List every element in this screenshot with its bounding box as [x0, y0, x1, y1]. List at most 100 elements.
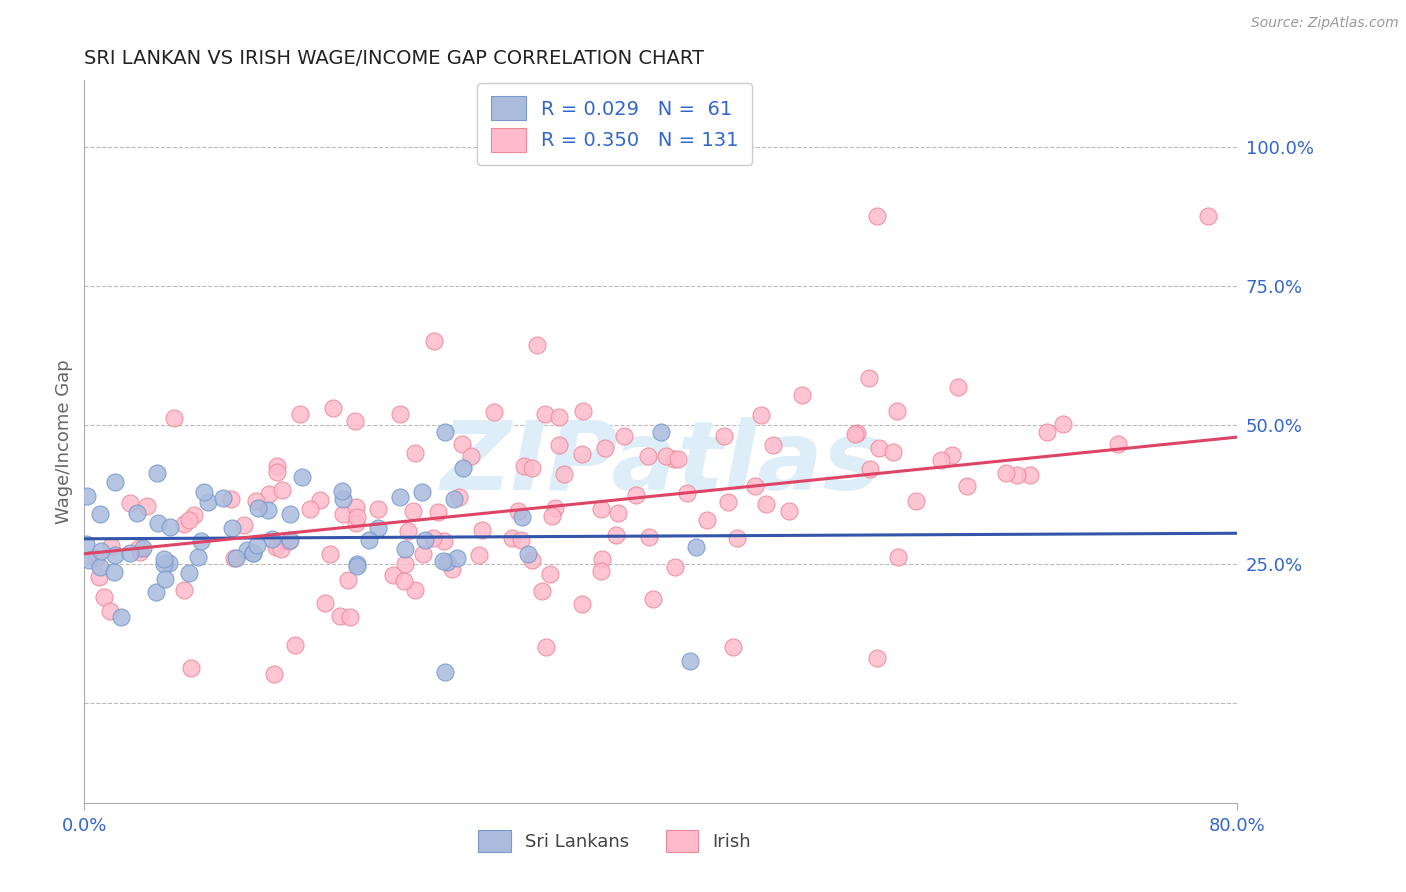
Point: [530, 583, 553, 598]
Point: [89, 507, 111, 521]
Point: [266, 459, 288, 474]
Point: [1198, 210, 1220, 224]
Point: [427, 505, 450, 519]
Point: [423, 334, 446, 348]
Point: [725, 531, 748, 545]
Point: [433, 533, 456, 548]
Point: [332, 507, 354, 521]
Point: [443, 491, 465, 506]
Point: [956, 478, 979, 492]
Point: [572, 404, 595, 418]
Point: [436, 555, 458, 569]
Point: [605, 528, 627, 542]
Text: SRI LANKAN VS IRISH WAGE/INCOME GAP CORRELATION CHART: SRI LANKAN VS IRISH WAGE/INCOME GAP CORR…: [84, 48, 704, 68]
Point: [76, 489, 98, 503]
Point: [717, 495, 740, 509]
Point: [322, 401, 344, 415]
Point: [520, 460, 543, 475]
Point: [153, 572, 176, 586]
Point: [637, 449, 659, 463]
Point: [589, 564, 612, 578]
Point: [332, 491, 354, 506]
Point: [685, 541, 707, 555]
Point: [522, 553, 544, 567]
Point: [278, 534, 301, 549]
Point: [547, 410, 569, 425]
Point: [233, 517, 256, 532]
Point: [866, 210, 889, 224]
Point: [319, 547, 342, 561]
Point: [278, 507, 301, 521]
Point: [271, 483, 294, 498]
Point: [367, 521, 389, 535]
Point: [242, 546, 264, 560]
Y-axis label: Wage/Income Gap: Wage/Income Gap: [55, 359, 73, 524]
Point: [650, 425, 672, 439]
Point: [534, 407, 557, 421]
Point: [593, 442, 616, 456]
Point: [284, 638, 307, 652]
Point: [624, 487, 647, 501]
Point: [291, 470, 314, 484]
Point: [553, 467, 575, 481]
Point: [308, 492, 330, 507]
Point: [1107, 437, 1129, 451]
Point: [346, 557, 368, 571]
Point: [394, 541, 416, 556]
Point: [77, 553, 100, 567]
Text: ZIPatlas: ZIPatlas: [440, 417, 882, 509]
Point: [589, 501, 612, 516]
Point: [329, 608, 352, 623]
Point: [790, 388, 813, 402]
Point: [440, 562, 463, 576]
Point: [211, 491, 233, 505]
Point: [654, 449, 676, 463]
Point: [713, 429, 735, 443]
Point: [995, 467, 1018, 481]
Point: [179, 566, 201, 581]
Point: [392, 574, 415, 589]
Point: [118, 546, 141, 560]
Point: [90, 544, 112, 558]
Point: [1036, 425, 1059, 439]
Point: [643, 591, 665, 606]
Point: [128, 545, 150, 559]
Point: [110, 610, 132, 624]
Point: [696, 513, 718, 527]
Point: [118, 496, 141, 510]
Point: [411, 485, 433, 500]
Point: [676, 485, 699, 500]
Point: [404, 446, 426, 460]
Point: [344, 516, 367, 530]
Point: [262, 533, 284, 547]
Point: [183, 508, 205, 522]
Point: [460, 449, 482, 463]
Point: [193, 485, 215, 500]
Point: [359, 533, 381, 547]
Point: [484, 405, 506, 419]
Point: [146, 466, 169, 480]
Point: [314, 596, 336, 610]
Point: [868, 441, 890, 455]
Point: [744, 479, 766, 493]
Point: [859, 462, 882, 476]
Point: [157, 556, 180, 570]
Point: [1018, 467, 1040, 482]
Point: [236, 543, 259, 558]
Point: [103, 565, 125, 579]
Point: [422, 531, 444, 545]
Point: [190, 533, 212, 548]
Point: [844, 426, 866, 441]
Point: [242, 546, 264, 560]
Point: [343, 414, 366, 428]
Point: [591, 551, 613, 566]
Point: [402, 504, 425, 518]
Point: [153, 552, 176, 566]
Point: [264, 540, 287, 554]
Point: [339, 609, 361, 624]
Point: [506, 504, 529, 518]
Point: [404, 582, 426, 597]
Point: [257, 503, 280, 517]
Point: [93, 590, 115, 604]
Point: [346, 509, 368, 524]
